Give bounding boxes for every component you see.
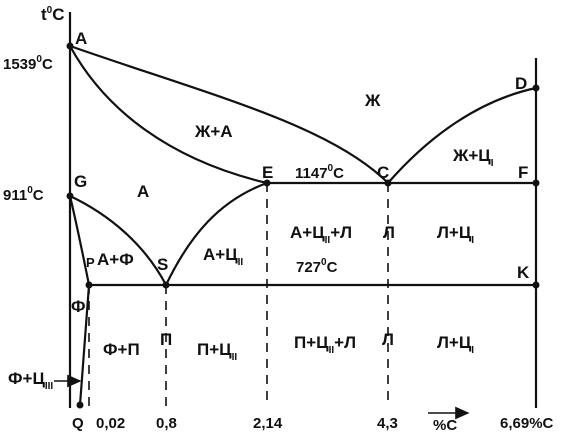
region-ledeburite-upper: Л	[383, 223, 395, 242]
point-s-marker	[162, 281, 170, 289]
line-se	[165, 181, 268, 286]
x-tick-43: 4,3	[377, 415, 398, 432]
point-g-label: G	[74, 172, 87, 191]
region-ferrite: Ф	[71, 297, 86, 316]
solidus-line-ae	[69, 45, 268, 185]
point-q-marker	[76, 401, 84, 409]
x-tick-214: 2,14	[253, 415, 283, 432]
point-c-label: C	[377, 163, 389, 182]
point-e-label: E	[262, 163, 273, 182]
temp-911-label: 9110C	[3, 185, 44, 204]
point-d-marker	[532, 84, 540, 92]
x-tick-669: 6,69%C	[500, 415, 554, 432]
point-a-label: A	[75, 29, 87, 48]
point-e-marker	[263, 179, 271, 187]
temp-1539-label: 15390C	[3, 54, 53, 73]
region-ferrite-pearlite: Ф+П	[103, 340, 140, 359]
point-a-marker	[66, 42, 74, 50]
region-austenite: А	[137, 182, 149, 201]
point-k-label: K	[517, 263, 530, 282]
x-tick-002: 0,02	[96, 415, 125, 432]
line-gs	[69, 195, 167, 286]
line-gp	[68, 195, 91, 286]
point-f-marker	[532, 179, 540, 187]
region-pearlite-cementite: П+ЦII	[197, 340, 237, 363]
region-austenite-ferrite: А+Ф	[97, 250, 134, 269]
point-g-marker	[66, 192, 74, 200]
region-ledeburite-lower: Л	[382, 330, 394, 349]
region-liquid-austenite: Ж+А	[194, 122, 233, 141]
point-q-label: Q	[72, 415, 84, 432]
point-s-label: S	[157, 255, 168, 274]
region-ferrite-cementite: Ф+ЦIII	[8, 369, 53, 392]
point-p-marker	[85, 281, 93, 289]
point-p-label: P	[86, 255, 95, 270]
region-liquid: Ж	[364, 91, 381, 110]
point-c-marker	[384, 179, 392, 187]
point-d-label: D	[515, 74, 527, 93]
region-ledeburite-cementite-lower: Л+ЦI	[437, 333, 474, 356]
point-f-label: F	[518, 163, 528, 182]
temp-727-label: 7270C	[296, 257, 338, 276]
x-axis-title: %C	[433, 417, 457, 434]
liquidus-line-ac	[69, 44, 389, 184]
region-pearlite: П	[160, 330, 172, 349]
region-austenite-cementite: А+ЦII	[203, 245, 243, 268]
x-tick-08: 0,8	[156, 415, 177, 432]
liquidus-line-cd	[387, 86, 537, 184]
temp-1147-label: 11470C	[295, 163, 344, 182]
region-austenite-cementite-ledeburite: А+ЦII+Л	[290, 223, 352, 246]
region-liquid-cementite: Ж+ЦI	[452, 146, 494, 169]
region-pearlite-cementite-ledeburite: П+ЦII+Л	[294, 333, 356, 356]
y-axis-title: t0C	[41, 5, 65, 24]
region-ledeburite-cementite-upper: Л+ЦI	[437, 223, 474, 246]
point-k-marker	[532, 281, 540, 289]
